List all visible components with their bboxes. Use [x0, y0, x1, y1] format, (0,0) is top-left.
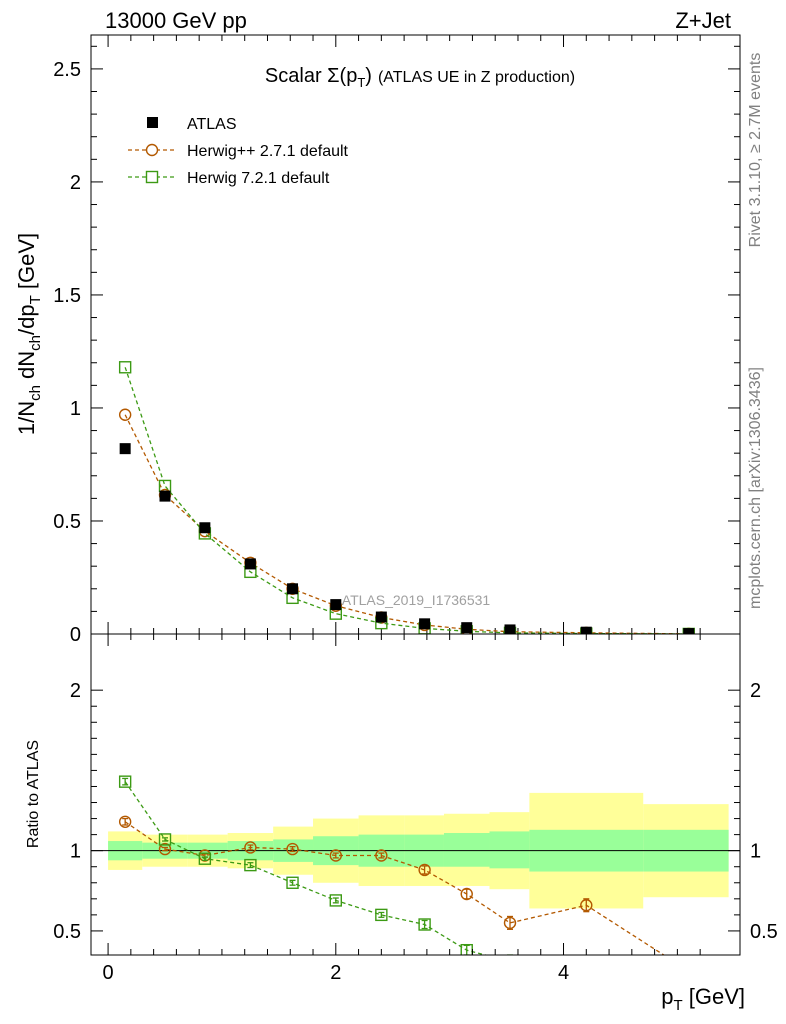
- main-ytick-label: 1: [70, 398, 81, 420]
- legend-label-herwig7: Herwig 7.2.1 default: [187, 170, 330, 187]
- legend-marker-atlas: [147, 117, 158, 128]
- atlas-data-point: [159, 490, 171, 502]
- ratio-axes: 0.5 0.5 1 1 2 2 0 2 4: [53, 634, 778, 984]
- xlabel-sub: T: [673, 997, 682, 1014]
- herwigpp-ratio-point: [503, 916, 517, 930]
- herwig7-ratio-point: [329, 894, 342, 907]
- main-title-symbol: Scalar Σ(p: [265, 65, 357, 87]
- ratio-series-line-1: [124, 781, 488, 955]
- main-ytick-label: 1.5: [53, 285, 81, 307]
- atlas-data-point: [461, 622, 473, 634]
- main-series-line-2: [124, 367, 689, 634]
- atlas-data-point: [199, 522, 211, 534]
- main-title: Scalar Σ(pT) (ATLAS UE in Z production): [265, 65, 575, 90]
- atlas-data-point: [287, 583, 299, 595]
- ratio-ytick-label-right: 2: [750, 680, 761, 702]
- herwig7-ratio-point: [244, 858, 257, 872]
- main-ytick-label: 2.5: [53, 59, 81, 81]
- main-ytick-label: 2: [70, 172, 81, 194]
- ratio-ytick-label: 2: [70, 680, 81, 702]
- legend-marker-herwig7: [145, 170, 159, 184]
- herwigpp-ratio-point: [683, 966, 694, 977]
- main-y-axis: 0 0.5 1 1.5 2 2.5: [53, 35, 740, 646]
- ratio-ylabel: Ratio to ATLAS: [25, 740, 42, 848]
- herwig7-point: [118, 361, 132, 374]
- herwigpp-ratio-point: [460, 887, 473, 901]
- atlas-data-point: [504, 624, 516, 634]
- atlas-data-point: [244, 558, 256, 570]
- main-ylabel: 1/Nch dNch/dpT [GeV]: [14, 233, 44, 435]
- herwigpp-ratio-point: [118, 815, 132, 828]
- side-text-top: Rivet 3.1.10, ≥ 2.7M events: [747, 53, 764, 248]
- ylabel-part-b: ch: [27, 385, 44, 401]
- herwig7-ratio-point: [198, 852, 212, 865]
- ylabel-part-d: ch: [27, 335, 44, 351]
- atlas-data-point: [683, 628, 695, 634]
- ylabel-part-f: T: [27, 295, 44, 304]
- herwigpp-ratio-point: [580, 899, 593, 912]
- uncertainty-band-stat: [443, 833, 490, 867]
- atlas-data-point: [330, 599, 342, 611]
- herwig7-ratio-point: [505, 956, 516, 967]
- ratio-plot: 0.5 0.5 1 1 2 2 0 2 4 Ratio to ATLAS pT [GeV]: [25, 633, 778, 1014]
- herwig7-ratio-point: [418, 918, 431, 931]
- header-left: 13000 GeV pp: [105, 8, 247, 33]
- herwig7-ratio-point: [118, 775, 132, 788]
- ratio-ytick-label: 1: [70, 841, 81, 863]
- main-title-close: ): [365, 65, 372, 87]
- ratio-xtick-label: 0: [103, 962, 114, 984]
- herwigpp-ratio-point: [375, 849, 388, 862]
- ratio-series: [118, 775, 694, 985]
- herwigpp-ratio-point: [158, 842, 172, 856]
- main-plot: Scalar Σ(pT) (ATLAS UE in Z production) A…: [14, 34, 741, 646]
- ratio-frame: [90, 633, 741, 956]
- herwig7-ratio-point: [158, 833, 172, 846]
- ratio-ytick-label-right: 0.5: [750, 921, 778, 943]
- herwig7-ratio-point: [286, 876, 299, 889]
- watermark: ATLAS_2019_I1736531: [342, 592, 491, 608]
- ratio-ytick-label-right: 1: [750, 841, 761, 863]
- legend: ATLAS Herwig++ 2.7.1 default Herwig 7.2.…: [128, 116, 349, 187]
- herwigpp-ratio-point: [244, 841, 257, 854]
- herwig7-ratio-point: [581, 974, 592, 985]
- herwigpp-ratio-point: [418, 863, 431, 877]
- header-right: Z+Jet: [675, 8, 731, 33]
- atlas-data-point: [419, 618, 431, 630]
- legend-marker-herwigpp: [145, 143, 159, 157]
- legend-label-herwigpp: Herwig++ 2.7.1 default: [187, 143, 349, 160]
- side-text-bottom: mcplots.cern.ch [arXiv:1306.3436]: [747, 367, 764, 609]
- herwigpp-ratio-point: [286, 842, 299, 856]
- ylabel-part-g: [GeV]: [14, 233, 39, 295]
- main-ytick-label: 0: [70, 624, 81, 646]
- ylabel-part-c: dN: [14, 351, 39, 385]
- ylabel-part-a: 1/N: [14, 401, 39, 435]
- ylabel-part-e: /dp: [14, 304, 39, 335]
- main-title-sub: T: [357, 75, 365, 90]
- herwigpp-ratio-point: [329, 849, 342, 862]
- ratio-xtick-label: 4: [558, 962, 569, 984]
- herwig7-ratio-point: [375, 908, 388, 922]
- herwigpp-point: [118, 408, 132, 421]
- uncertainty-band-stat: [489, 831, 530, 869]
- atlas-data-point: [119, 443, 131, 455]
- atlas-data-point: [375, 611, 387, 623]
- atlas-data-point: [580, 626, 592, 634]
- xlabel-unit: [GeV]: [683, 984, 745, 1009]
- ratio-xtick-label: 2: [330, 962, 341, 984]
- main-ytick-label: 0.5: [53, 511, 81, 533]
- ratio-ytick-label: 0.5: [53, 921, 81, 943]
- ratio-xlabel: pT [GeV]: [661, 984, 745, 1014]
- xlabel-base: p: [661, 984, 673, 1009]
- legend-label-atlas: ATLAS: [187, 116, 237, 133]
- main-title-note: (ATLAS UE in Z production): [378, 69, 575, 86]
